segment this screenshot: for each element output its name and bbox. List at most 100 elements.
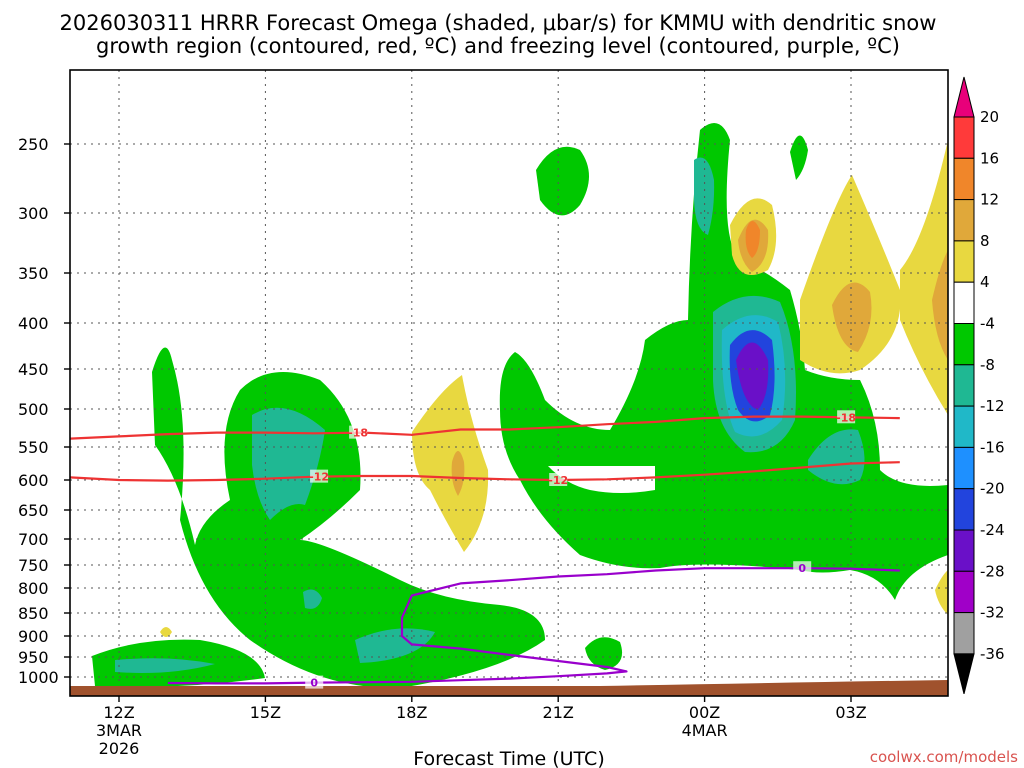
colorbar-swatch: [953, 612, 975, 655]
contour-labels: -18 -18 -12 -12 0 0: [305, 410, 856, 690]
contour-label-bg: [349, 425, 368, 439]
colorbar-swatch: [953, 570, 975, 614]
y-tick-label: 400: [18, 314, 49, 333]
colorbar-label: -32: [980, 604, 1005, 622]
y-tick-label: 550: [18, 438, 49, 457]
colorbar-swatch: [953, 364, 975, 407]
colorbar-swatch: [953, 281, 975, 325]
contour-label-bg: [305, 675, 324, 689]
y-tick-label: 500: [18, 400, 49, 419]
contour-label: 0: [310, 677, 318, 690]
omega-region-teal: [303, 589, 322, 609]
contour-label: 0: [798, 562, 806, 575]
contour-line--18: [70, 415, 900, 440]
colorbar-swatch: [953, 529, 975, 572]
y-tick-label: 300: [18, 204, 49, 223]
omega-region-teal: [355, 628, 435, 663]
x-tick-date: 4MAR: [682, 721, 728, 740]
omega-region-teal: [694, 157, 715, 235]
colorbar-label: 4: [980, 273, 990, 291]
omega-region-teal: [808, 429, 865, 485]
y-tick-label: 700: [18, 530, 49, 549]
omega-region-green: [585, 637, 623, 670]
x-tick-label: 12Z: [103, 703, 134, 722]
y-tick-label: 250: [18, 135, 49, 154]
colorbar-swatch: [953, 240, 975, 283]
x-tick-label: 00Z: [689, 703, 720, 722]
omega-region-dark-orange: [745, 221, 760, 258]
contour-line--12: [70, 461, 900, 482]
y-tick-label: 800: [18, 579, 49, 598]
colorbar-swatch: [953, 323, 975, 366]
y-tick-label: 850: [18, 604, 49, 623]
colorbar-swatch: [953, 116, 975, 159]
contour-label-bg: [837, 410, 856, 424]
y-tick-label: 1000: [18, 668, 59, 687]
omega-shading: [92, 122, 948, 689]
y-tick-label: 650: [18, 501, 49, 520]
x-axis-title: Forecast Time (UTC): [413, 748, 604, 768]
omega-region-green: [152, 347, 545, 689]
colorbar-swatch: [953, 446, 975, 490]
y-tick-label: 900: [18, 627, 49, 646]
colorbar-label: 12: [980, 191, 999, 209]
y-tick-label: 750: [18, 556, 49, 575]
x-tick-label: 15Z: [250, 703, 281, 722]
plot-frame: [69, 69, 949, 697]
colorbar-swatch: [953, 488, 975, 531]
chart-title-line1: 2026030311 HRRR Forecast Omega (shaded, …: [60, 11, 937, 35]
x-tick-label: 03Z: [835, 703, 866, 722]
contour-label: -12: [548, 474, 568, 487]
chart-title-line2: growth region (contoured, red, ºC) and f…: [96, 34, 900, 58]
credit-text: coolwx.com/models: [870, 748, 1018, 766]
omega-region-yellow: [900, 140, 948, 415]
colorbar-swatch: [953, 199, 975, 242]
colorbar-label: -24: [980, 521, 1005, 539]
colorbar-label: -36: [980, 645, 1005, 663]
x-tick-year: 2026: [99, 739, 140, 758]
omega-region-teal: [115, 658, 215, 673]
colorbar-label: -8: [980, 356, 995, 374]
omega-region-green: [790, 135, 808, 180]
contour-line-0: [167, 567, 900, 685]
omega-region-green: [536, 146, 589, 216]
contour-label-bg: [549, 473, 568, 486]
omega-region-yellow: [935, 570, 948, 615]
y-tick-label: 950: [18, 648, 49, 667]
contour-label: -18: [836, 411, 856, 424]
colorbar-swatch: [953, 405, 975, 448]
colorbar-label: -28: [980, 562, 1005, 580]
colorbar-label: 16: [980, 149, 999, 167]
colorbar-label: -12: [980, 397, 1005, 415]
contour-label-bg: [793, 561, 812, 575]
colorbar-label: -16: [980, 438, 1005, 456]
contour-label: -18: [348, 427, 368, 440]
contour-label-bg: [310, 469, 329, 483]
x-tick-label: 21Z: [543, 703, 574, 722]
omega-region-yellow: [160, 627, 172, 637]
omega-region-purple: [736, 342, 769, 410]
y-tick-label: 450: [18, 360, 49, 379]
y-tick-label: 600: [18, 471, 49, 490]
omega-region-yellow: [800, 175, 901, 374]
y-tick-label: 350: [18, 264, 49, 283]
colorbar-swatch: [953, 157, 975, 201]
omega-region-orange: [932, 250, 948, 360]
omega-region-orange: [832, 282, 872, 352]
x-tick-label: 18Z: [396, 703, 427, 722]
omega-region-orange: [451, 451, 465, 496]
colorbar-label: 20: [980, 108, 999, 126]
colorbar: 20 16 12 8 4 -4 -8 -12 -16 -20 -24 -28 -32 -36: [953, 76, 1005, 695]
colorbar-label: -20: [980, 480, 1005, 498]
colorbar-bottom-arrow: [953, 653, 975, 695]
colorbar-label: 8: [980, 232, 990, 250]
omega-region-teal: [252, 407, 325, 520]
colorbar-label: -4: [980, 315, 995, 333]
x-tick-date: 3MAR: [96, 721, 142, 740]
contour-label: -12: [309, 471, 329, 484]
terrain-strip: [70, 680, 948, 696]
omega-region-yellow: [412, 375, 489, 552]
contour-lines: [70, 415, 900, 685]
